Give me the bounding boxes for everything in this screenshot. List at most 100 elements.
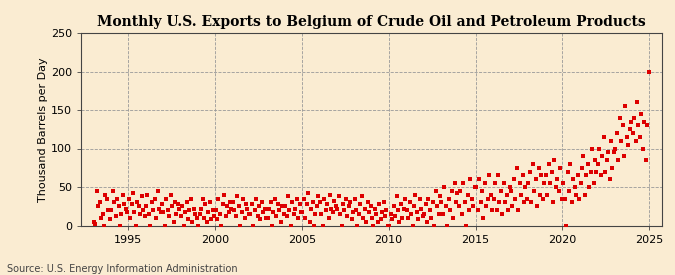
Point (135, 212, 146, 216)
Point (423, 196, 434, 201)
Point (315, 200, 325, 205)
Point (307, 200, 318, 205)
Point (387, 217, 398, 222)
Point (178, 223, 189, 228)
Point (524, 169, 535, 174)
Point (119, 202, 130, 206)
Point (281, 214, 292, 218)
Point (474, 177, 485, 182)
Text: Source: U.S. Energy Information Administration: Source: U.S. Energy Information Administ… (7, 264, 238, 274)
Point (436, 200, 447, 205)
Point (441, 204, 452, 208)
Point (136, 194, 147, 199)
Point (469, 185, 480, 189)
Point (605, 139, 616, 143)
Point (522, 196, 533, 201)
Point (226, 206, 237, 211)
Point (593, 162, 603, 166)
Point (581, 173, 592, 178)
Point (90, 222, 101, 226)
Point (293, 216, 304, 220)
Point (523, 181, 534, 185)
Title: Monthly U.S. Exports to Belgium of Crude Oil and Petroleum Products: Monthly U.S. Exports to Belgium of Crude… (97, 15, 645, 29)
Point (296, 210, 306, 214)
Point (464, 208, 475, 212)
Point (555, 166, 566, 170)
Point (252, 214, 263, 218)
Point (418, 212, 429, 216)
Point (259, 206, 270, 211)
Point (461, 223, 472, 228)
Point (176, 214, 186, 218)
Point (291, 196, 302, 201)
Point (333, 194, 344, 199)
Point (317, 223, 328, 228)
Point (410, 192, 421, 197)
Point (636, 112, 647, 116)
Point (339, 208, 350, 212)
Point (413, 217, 424, 222)
Point (181, 200, 192, 205)
Point (506, 189, 516, 193)
Point (632, 100, 643, 104)
Point (547, 200, 558, 205)
Point (465, 177, 476, 182)
Point (169, 200, 180, 205)
Point (565, 162, 576, 166)
Point (359, 206, 370, 211)
Point (344, 204, 354, 208)
Point (479, 181, 490, 185)
Point (193, 223, 204, 228)
Point (407, 223, 418, 228)
Point (322, 202, 333, 206)
Point (209, 214, 219, 218)
Point (290, 206, 300, 211)
Point (566, 200, 577, 205)
Point (475, 200, 486, 205)
Point (148, 208, 159, 212)
Point (564, 189, 574, 193)
Point (622, 135, 632, 139)
Point (250, 196, 261, 201)
Point (533, 166, 544, 170)
Point (417, 214, 428, 218)
Point (304, 219, 315, 224)
Point (643, 69, 654, 74)
Point (471, 185, 482, 189)
Point (623, 142, 634, 147)
Point (446, 189, 457, 193)
Point (313, 194, 324, 199)
Point (145, 223, 156, 228)
Point (531, 177, 541, 182)
Point (381, 208, 392, 212)
Point (529, 189, 539, 193)
Point (336, 223, 347, 228)
Point (230, 214, 241, 218)
Point (445, 208, 456, 212)
Point (310, 212, 321, 216)
Point (503, 208, 514, 212)
Point (168, 219, 179, 224)
Point (242, 206, 253, 211)
Point (283, 194, 294, 199)
Point (319, 196, 329, 201)
Point (125, 216, 136, 220)
Point (373, 219, 383, 224)
Point (517, 173, 528, 178)
Point (612, 131, 622, 135)
Point (456, 212, 467, 216)
Point (493, 173, 504, 178)
Point (368, 223, 379, 228)
Point (498, 181, 509, 185)
Point (514, 181, 525, 185)
Point (196, 206, 207, 211)
Point (111, 196, 122, 201)
Point (103, 208, 114, 212)
Point (274, 208, 285, 212)
Point (568, 177, 578, 182)
Point (161, 196, 171, 201)
Point (365, 204, 376, 208)
Point (408, 204, 419, 208)
Point (279, 204, 290, 208)
Point (177, 204, 188, 208)
